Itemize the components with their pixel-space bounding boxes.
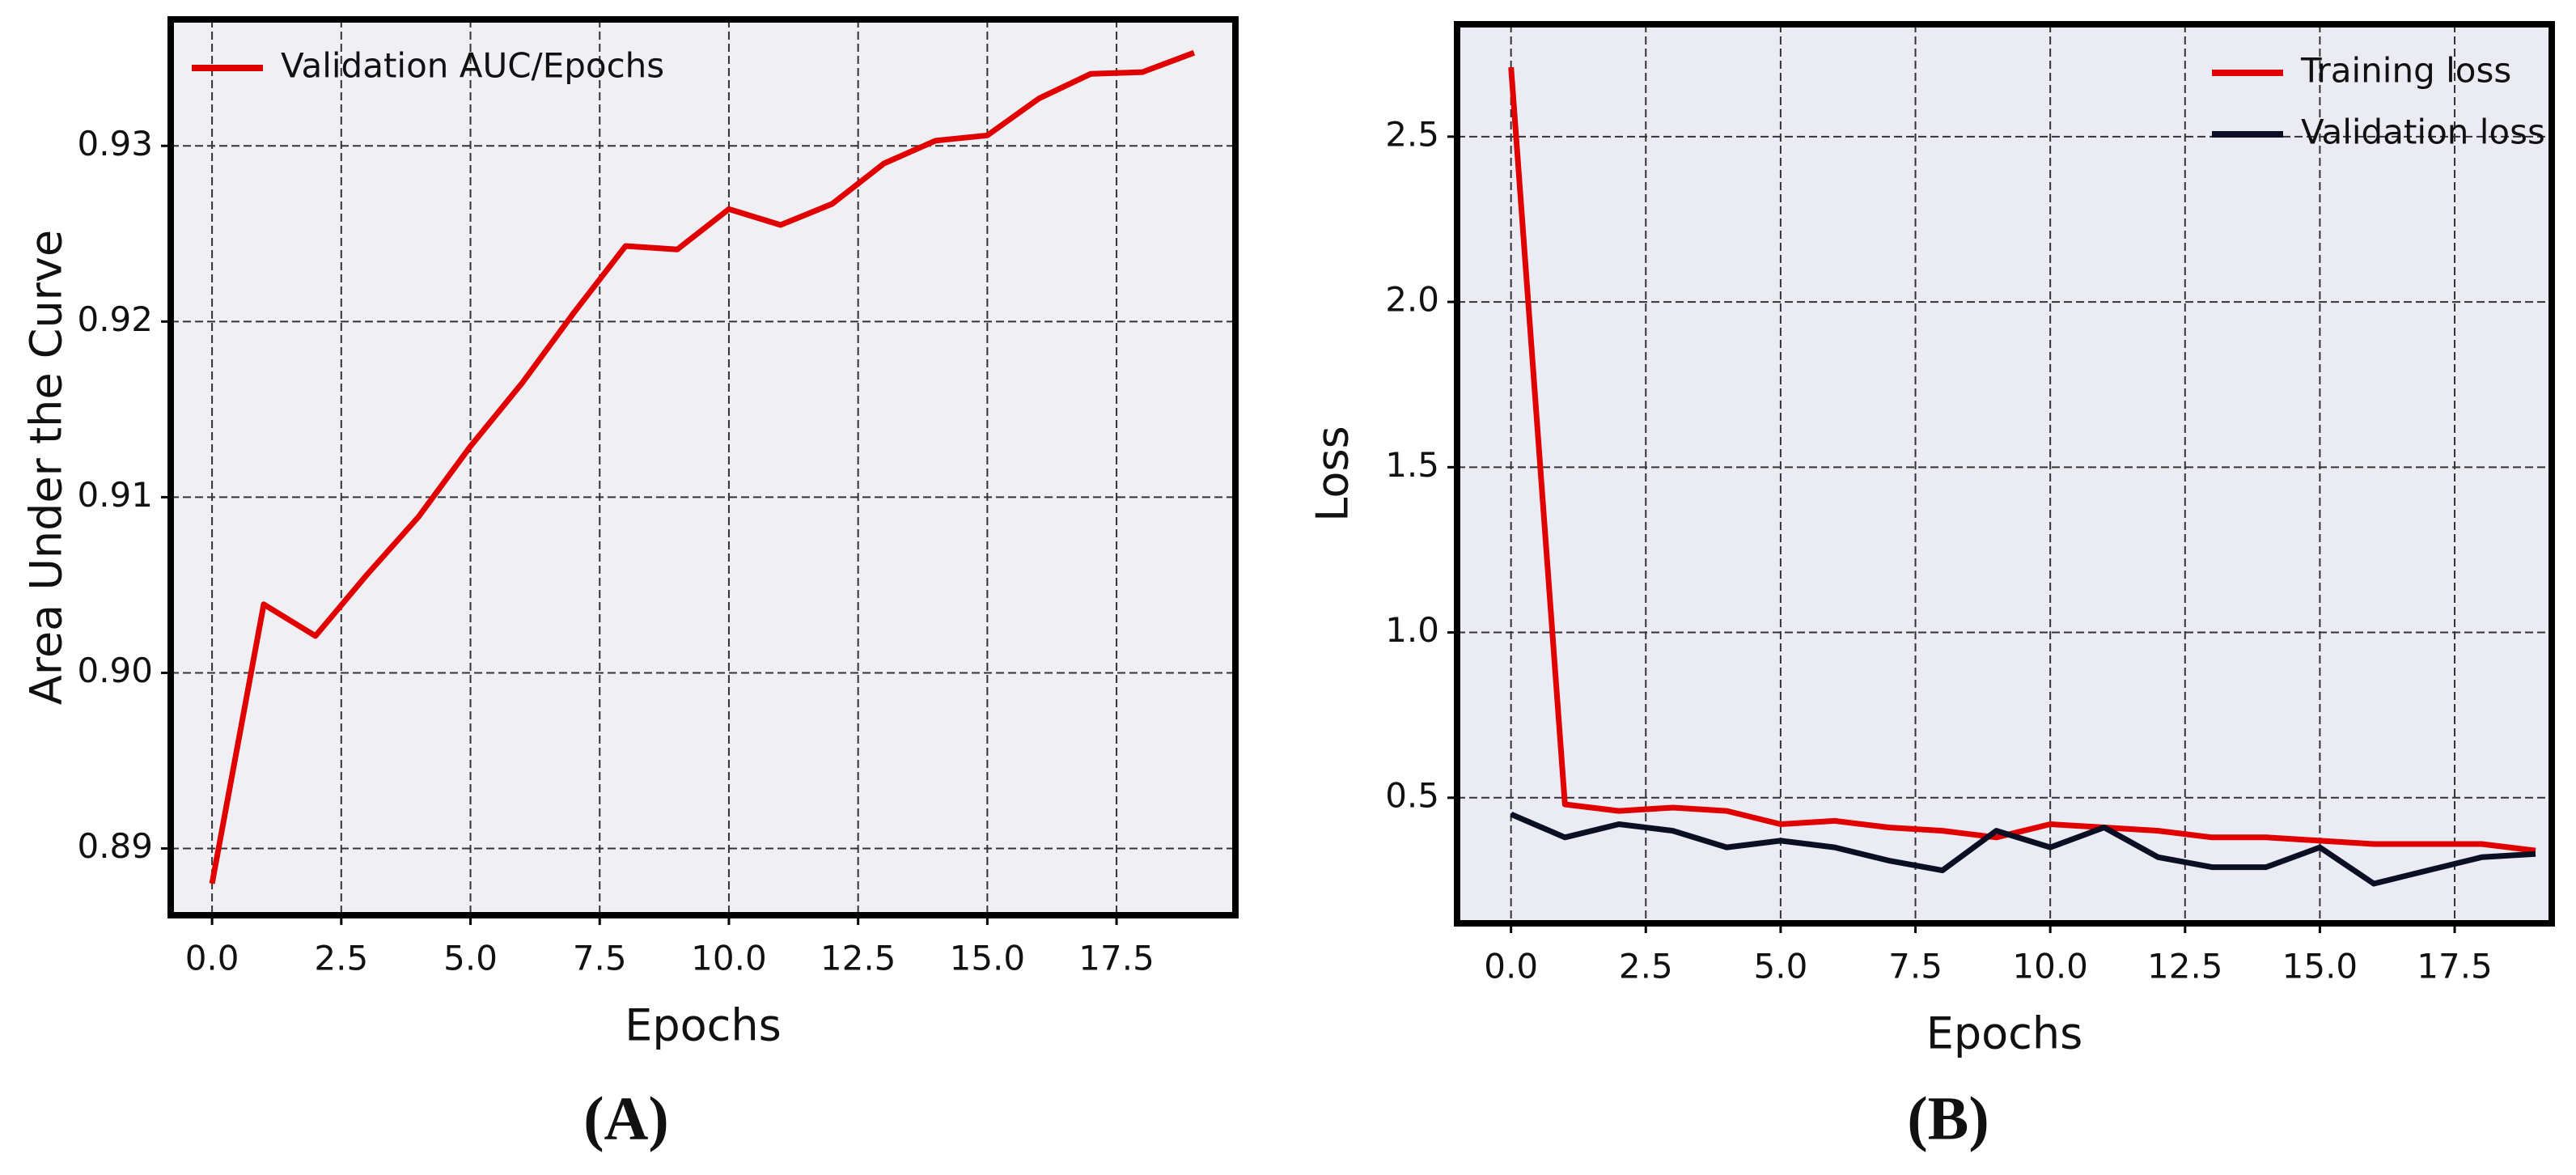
y-tick-label: 0.92 (77, 299, 153, 339)
legend-label: Validation AUC/Epochs (281, 46, 664, 86)
x-axis-label: Epochs (1926, 1008, 2082, 1059)
x-tick-label: 12.5 (2147, 947, 2223, 986)
data-line (209, 49, 1196, 884)
x-axis-label: Epochs (625, 1000, 781, 1051)
plot-frame (167, 16, 1239, 918)
y-tick-label: 0.5 (1385, 775, 1439, 815)
x-tick-label: 5.0 (1754, 947, 1808, 986)
x-tick-label: 15.0 (2282, 947, 2358, 986)
x-tick-label: 7.5 (1888, 947, 1943, 986)
x-tick-label: 2.5 (1619, 947, 1673, 986)
x-tick-label: 0.0 (185, 939, 239, 978)
y-tick-label: 0.93 (77, 124, 153, 163)
x-tick-label: 0.0 (1484, 947, 1538, 986)
y-axis-label: Area Under the Curve (21, 230, 72, 705)
x-tick-label: 17.5 (1078, 939, 1155, 978)
y-tick-label: 0.90 (77, 651, 153, 690)
x-tick-label: 10.0 (2012, 947, 2088, 986)
legend-label: Training loss (2300, 51, 2511, 91)
x-tick-label: 7.5 (573, 939, 627, 978)
x-tick-label: 15.0 (950, 939, 1026, 978)
legend-label: Validation loss (2301, 112, 2545, 152)
y-tick-label: 0.89 (77, 826, 153, 866)
x-tick-label: 17.5 (2417, 947, 2493, 986)
y-tick-label: 2.0 (1385, 280, 1439, 320)
x-tick-label: 5.0 (443, 939, 498, 978)
plot-frame (1454, 21, 2555, 927)
y-tick-label: 1.5 (1385, 445, 1439, 485)
x-tick-label: 12.5 (820, 939, 896, 978)
plot-background (171, 19, 1235, 915)
panel-label: (B) (1907, 1084, 1989, 1152)
y-tick-label: 1.0 (1385, 610, 1439, 650)
x-tick-label: 2.5 (314, 939, 368, 978)
y-axis-label: Loss (1307, 426, 1358, 521)
panel-label: (A) (583, 1084, 669, 1152)
x-tick-label: 10.0 (691, 939, 767, 978)
data-line (1510, 811, 2536, 887)
y-tick-label: 2.5 (1385, 114, 1439, 154)
data-line (1508, 66, 2536, 854)
plot-background (1457, 24, 2552, 923)
y-tick-label: 0.91 (77, 475, 153, 515)
